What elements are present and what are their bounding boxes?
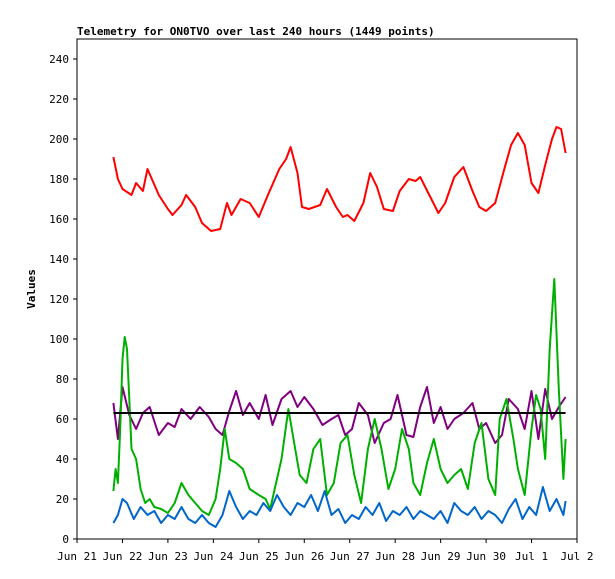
x-tick-label: Jun 26 [284, 550, 324, 563]
series-line-3 [112, 278, 567, 516]
y-tick-label: 240 [49, 53, 69, 66]
y-tick-label: 20 [56, 493, 69, 506]
chart-title: Telemetry for ON0TVO over last 240 hours… [77, 25, 435, 38]
x-tick-label: Jun 27 [330, 550, 370, 563]
x-tick-label: Jun 28 [375, 550, 415, 563]
y-axis-label: Values [25, 269, 38, 309]
y-tick-label: 40 [56, 453, 69, 466]
y-tick-label: 220 [49, 93, 69, 106]
x-tick-label: Jun 24 [193, 550, 233, 563]
series-layer [112, 126, 567, 528]
y-tick-label: 200 [49, 133, 69, 146]
x-axis: Jun 21 Jun 22 Jun 23 Jun 24 Jun 25 Jun 26 Jun … [57, 539, 594, 563]
series-line-4 [112, 486, 567, 528]
x-tick-label: Jun 23 [148, 550, 188, 563]
y-axis: 0 20 40 60 80 100 120 140 160 180 200 220 240 [49, 53, 77, 546]
x-tick-label: Jun 22 [103, 550, 143, 563]
y-tick-label: 140 [49, 253, 69, 266]
series-line-2 [112, 386, 567, 444]
x-tick-label: Jul 1 [515, 550, 548, 563]
x-tick-label: Jun 30 [466, 550, 506, 563]
y-tick-label: 60 [56, 413, 69, 426]
y-tick-label: 80 [56, 373, 69, 386]
x-tick-label: Jun 29 [421, 550, 461, 563]
y-tick-label: 180 [49, 173, 69, 186]
y-tick-label: 0 [62, 533, 69, 546]
x-tick-label: Jun 21 [57, 550, 97, 563]
x-tick-label: Jul 2 [560, 550, 593, 563]
y-tick-label: 120 [49, 293, 69, 306]
y-tick-label: 160 [49, 213, 69, 226]
y-tick-label: 100 [49, 333, 69, 346]
x-tick-label: Jun 25 [239, 550, 279, 563]
series-line-1 [112, 126, 567, 232]
plot-area [76, 38, 578, 540]
